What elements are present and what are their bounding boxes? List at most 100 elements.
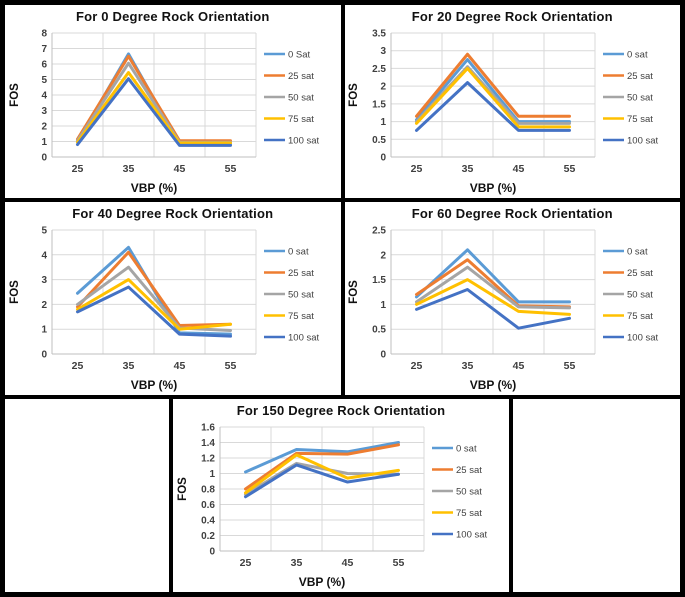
legend-label: 50 sat [288,93,314,104]
chart-title-0-degree: For 0 Degree Rock Orientation [75,9,270,24]
x-tick-label: 25 [240,557,252,569]
empty-panel-right [511,397,682,594]
chart-150-degree: 0 0.2 0.4 0.6 0.8 1 1.2 1.4 1.6 25 35 45 55 VBP (%) FO… [174,420,508,590]
legend-label: 25 sat [627,268,653,279]
legend-label: 100 sat [627,333,659,344]
x-axis-title: VBP (%) [131,378,177,392]
legend-label: 75 sat [627,114,653,125]
chart-panel-40-degree: For 40 Degree Rock Orientation 0 1 2 3 4 5 25 3… [3,200,343,397]
legend-item: 100 sat [432,530,488,541]
y-tick-label: 2.5 [372,64,386,75]
y-tick-label: 1 [209,469,215,480]
chart-40-degree: 0 1 2 3 4 5 25 35 45 55 VBP (%) FOS 0 sat 25 sat 50 sa… [6,223,340,393]
y-tick-label: 2.5 [372,226,386,237]
y-tick-label: 3 [41,275,47,286]
y-tick-label: 1 [381,117,387,128]
legend-item: 25 sat [603,268,653,279]
series-line-0-sat [244,441,400,474]
legend-item: 75 sat [263,114,314,125]
y-tick-label: 2 [41,122,47,133]
legend-item: 0 sat [603,50,648,61]
series-line-75-sat [75,278,232,331]
legend-item: 0 sat [603,247,648,258]
y-tick-label: 0 [381,153,387,164]
chart-title-40-degree: For 40 Degree Rock Orientation [72,206,274,221]
legend-item: 0 sat [263,247,309,258]
series-line-100-sat [415,81,572,132]
y-tick-label: 0.2 [201,531,215,542]
y-tick-label: 0.8 [201,485,215,496]
y-tick-label: 5 [41,226,47,237]
legend-item: 50 sat [432,487,482,498]
legend-item: 100 sat [603,136,659,147]
y-tick-label: 3 [41,106,47,117]
y-tick-label: 1 [381,300,387,311]
y-tick-label: 2 [41,300,47,311]
y-tick-label: 5 [41,75,47,86]
series-line-25-sat [244,443,400,491]
legend-item: 50 sat [263,290,314,301]
series-line-75-sat [415,66,572,129]
y-tick-label: 3.5 [372,29,386,40]
legend-item: 50 sat [603,290,653,301]
legend-item: 75 sat [432,508,482,519]
chart-title-20-degree: For 20 Degree Rock Orientation [411,9,613,24]
legend-label: 50 sat [627,93,653,104]
legend-item: 50 sat [263,93,314,104]
x-tick-label: 55 [393,557,405,569]
y-axis-title: FOS [348,83,360,107]
legend-label: 100 sat [456,530,488,541]
y-axis-title: FOS [9,83,21,107]
x-tick-label: 25 [411,360,423,372]
x-tick-label: 55 [564,360,576,372]
series-line-100-sat [415,288,572,330]
y-tick-label: 1.5 [372,99,386,110]
legend-label: 0 sat [288,247,309,258]
legend-item: 75 sat [263,311,314,322]
row-bottom: For 150 Degree Rock Orientation 0 0.2 0.4 0… [3,397,682,594]
y-tick-label: 1 [41,325,47,336]
legend-label: 75 sat [627,311,653,322]
legend-label: 25 sat [627,71,653,82]
y-tick-label: 0 [41,153,47,164]
legend-label: 50 sat [288,290,314,301]
chart-title-60-degree: For 60 Degree Rock Orientation [411,206,613,221]
x-axis-title: VBP (%) [470,378,516,392]
y-tick-label: 6 [41,60,47,71]
legend-item: 75 sat [603,114,653,125]
series-line-25-sat [415,52,572,118]
legend-label: 75 sat [456,508,482,519]
legend-label: 50 sat [456,487,482,498]
row-middle: For 40 Degree Rock Orientation 0 1 2 3 4 5 25 3… [3,200,682,397]
legend-item: 75 sat [603,311,653,322]
chart-panel-60-degree: For 60 Degree Rock Orientation 0 0.5 1 1.5 2… [342,200,682,397]
x-tick-label: 25 [71,163,83,175]
legend-item: 0 sat [432,444,477,455]
legend-label: 100 sat [288,333,320,344]
series-line-0-sat [415,58,572,124]
legend-label: 0 sat [456,444,477,455]
legend-item: 25 sat [432,465,482,476]
x-tick-label: 35 [122,163,134,175]
y-tick-label: 7 [41,44,47,55]
x-tick-label: 35 [122,360,134,372]
y-axis-title: FOS [177,477,189,501]
chart-panel-20-degree: For 20 Degree Rock Orientation 0 0.5 1 1.5 2… [342,3,682,200]
x-tick-label: 35 [291,557,303,569]
legend-label: 25 sat [456,465,482,476]
x-tick-label: 45 [342,557,354,569]
legend-label: 100 sat [627,136,659,147]
x-tick-label: 55 [224,163,236,175]
chart-title-150-degree: For 150 Degree Rock Orientation [236,403,446,418]
x-axis-title: VBP (%) [131,181,177,195]
y-tick-label: 2 [381,82,387,93]
legend-label: 100 sat [288,136,320,147]
x-tick-label: 45 [513,360,525,372]
y-tick-label: 0 [381,350,387,361]
chart-60-degree: 0 0.5 1 1.5 2 2.5 25 35 45 55 VBP (%) FOS 0 sat 25 sa… [345,223,679,393]
x-tick-label: 35 [462,360,474,372]
